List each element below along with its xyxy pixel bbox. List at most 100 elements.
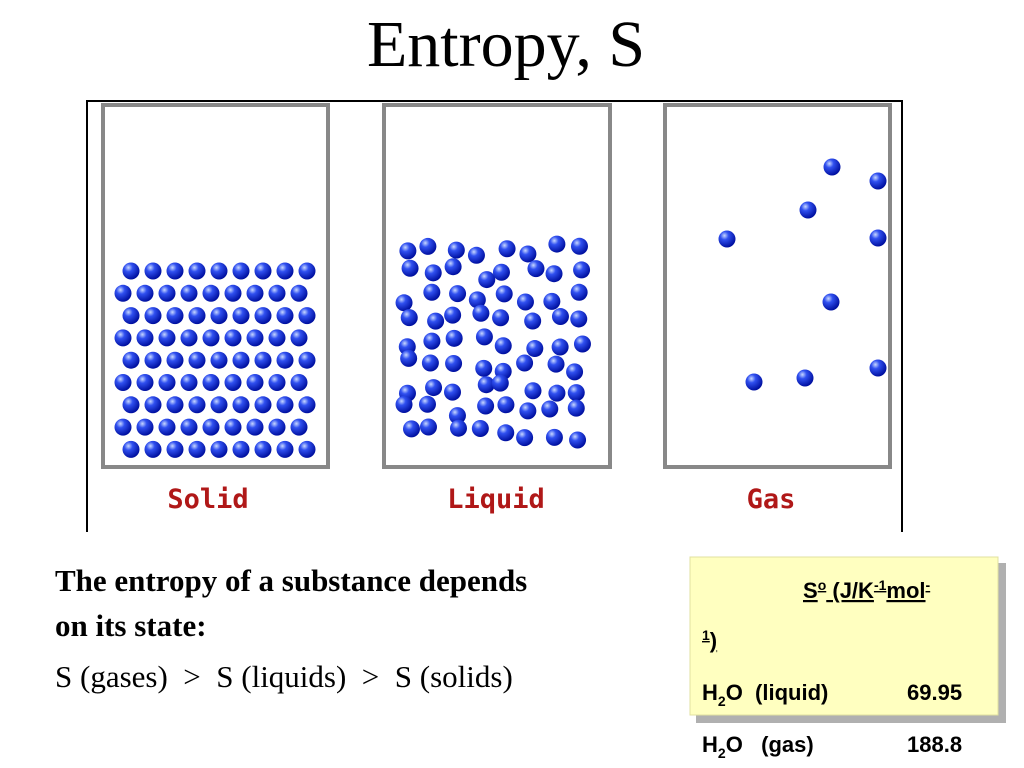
molecule — [551, 308, 569, 326]
molecule — [718, 230, 736, 248]
molecule — [796, 369, 814, 387]
molecule — [448, 407, 466, 425]
molecule — [136, 329, 154, 347]
molecule — [158, 329, 176, 347]
molecule — [477, 397, 495, 415]
molecule — [188, 307, 206, 325]
molecule — [224, 374, 242, 391]
molecule — [114, 284, 132, 302]
molecule — [395, 294, 413, 312]
molecule — [495, 285, 513, 303]
molecule — [144, 351, 162, 369]
molecule — [276, 307, 294, 325]
molecule — [188, 396, 206, 414]
molecule — [548, 235, 566, 253]
molecule — [548, 384, 566, 402]
molecule — [399, 242, 417, 260]
molecule — [232, 396, 250, 414]
molecule — [402, 420, 420, 438]
molecule — [114, 329, 132, 347]
molecule — [224, 329, 242, 347]
molecule — [567, 384, 585, 402]
table: So (J/K-1mol- 1) H2O (liquid) 69.95 H2O … — [702, 577, 962, 761]
molecule — [254, 307, 272, 325]
formula-part: H — [702, 732, 718, 757]
molecule — [298, 262, 316, 280]
molecule — [492, 263, 510, 281]
molecule — [290, 284, 308, 302]
molecule — [180, 284, 198, 302]
text-line: S (gases) > S (liquids) > S (solids) — [55, 659, 513, 694]
molecule — [276, 396, 294, 414]
molecule — [400, 309, 418, 327]
molecule — [869, 359, 887, 377]
molecule — [224, 418, 242, 436]
molecule — [254, 396, 272, 414]
molecule — [254, 351, 272, 369]
molecule — [541, 400, 559, 418]
molecule — [210, 440, 228, 458]
molecule — [475, 359, 493, 377]
formula-part: 2 — [718, 745, 726, 761]
molecule — [232, 307, 250, 325]
molecule — [232, 262, 250, 280]
molecule — [401, 259, 419, 277]
molecule — [475, 328, 493, 346]
molecule — [449, 419, 467, 437]
table-header: So (J/K-1mol- — [803, 577, 931, 603]
molecule — [202, 418, 220, 436]
molecule — [447, 241, 465, 259]
molecule — [478, 271, 496, 289]
molecule — [158, 374, 176, 391]
molecule — [419, 237, 437, 255]
molecule — [144, 396, 162, 414]
row-formula: H2O (liquid) — [702, 680, 828, 709]
molecule — [524, 382, 542, 400]
molecule — [449, 285, 467, 303]
molecule — [444, 306, 462, 324]
panel-label: Liquid — [447, 484, 545, 515]
molecule — [298, 307, 316, 325]
molecule — [745, 373, 763, 391]
header-part: ) — [710, 628, 717, 653]
molecule — [122, 307, 140, 325]
molecule — [822, 293, 840, 311]
row-formula: H2O (gas) — [702, 732, 814, 761]
molecule — [491, 374, 509, 392]
molecule — [158, 284, 176, 302]
molecule — [467, 246, 485, 264]
header-part: S — [803, 578, 818, 603]
molecule — [516, 293, 534, 311]
molecule — [516, 429, 534, 447]
molecule — [268, 374, 286, 391]
molecule — [144, 307, 162, 325]
molecule — [472, 304, 490, 322]
molecule — [573, 261, 591, 279]
molecule — [290, 418, 308, 436]
molecule — [427, 312, 445, 330]
molecule — [122, 396, 140, 414]
molecule — [144, 440, 162, 458]
molecule — [492, 309, 510, 327]
molecule — [419, 418, 437, 436]
molecule — [232, 351, 250, 369]
molecule — [566, 363, 584, 381]
molecule — [268, 418, 286, 436]
molecule — [122, 440, 140, 458]
molecule — [122, 262, 140, 280]
molecule — [526, 340, 544, 358]
molecule — [246, 418, 264, 436]
molecule — [246, 329, 264, 347]
molecule — [570, 310, 588, 328]
molecule — [166, 262, 184, 280]
row-value: 69.95 — [907, 680, 962, 705]
panel-label: Solid — [167, 484, 248, 515]
molecule — [114, 418, 132, 436]
molecule — [210, 307, 228, 325]
header-part: o — [818, 577, 827, 593]
molecule — [122, 351, 140, 369]
molecule — [445, 355, 463, 373]
molecule — [545, 428, 563, 446]
molecule — [224, 284, 242, 302]
molecule — [166, 440, 184, 458]
